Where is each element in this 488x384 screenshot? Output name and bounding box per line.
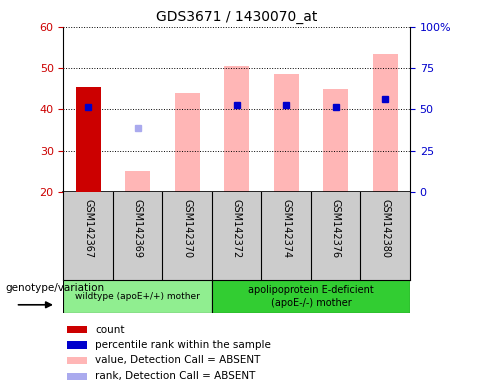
Bar — [67, 357, 87, 364]
Bar — [212, 280, 410, 313]
Bar — [323, 89, 348, 192]
Text: GSM142370: GSM142370 — [182, 199, 192, 258]
Bar — [224, 66, 249, 192]
Bar — [63, 280, 212, 313]
Bar — [373, 54, 398, 192]
Text: genotype/variation: genotype/variation — [5, 283, 104, 293]
Title: GDS3671 / 1430070_at: GDS3671 / 1430070_at — [156, 10, 317, 25]
Text: GSM142376: GSM142376 — [331, 199, 341, 258]
Bar — [67, 373, 87, 380]
Bar — [67, 341, 87, 349]
Text: GSM142374: GSM142374 — [281, 199, 291, 258]
Bar — [125, 171, 150, 192]
Text: percentile rank within the sample: percentile rank within the sample — [96, 340, 271, 350]
Text: wildtype (apoE+/+) mother: wildtype (apoE+/+) mother — [75, 292, 200, 301]
Text: rank, Detection Call = ABSENT: rank, Detection Call = ABSENT — [96, 371, 256, 381]
Bar — [175, 93, 200, 192]
Bar — [67, 326, 87, 333]
Text: value, Detection Call = ABSENT: value, Detection Call = ABSENT — [96, 356, 261, 366]
Text: GSM142380: GSM142380 — [380, 199, 390, 258]
Text: GSM142372: GSM142372 — [232, 199, 242, 258]
Text: GSM142367: GSM142367 — [83, 199, 93, 258]
Text: count: count — [96, 325, 125, 335]
Text: GSM142369: GSM142369 — [133, 199, 142, 258]
Bar — [274, 74, 299, 192]
Bar — [76, 87, 101, 192]
Text: apolipoprotein E-deficient
(apoE-/-) mother: apolipoprotein E-deficient (apoE-/-) mot… — [248, 285, 374, 308]
